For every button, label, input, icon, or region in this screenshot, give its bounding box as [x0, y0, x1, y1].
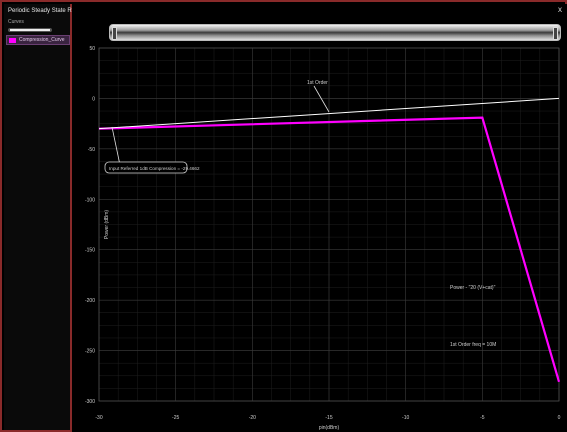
y-axis-label: Power (dBm)	[104, 210, 110, 240]
plot-frame	[98, 47, 560, 402]
x-tick-label: 0	[558, 415, 561, 421]
y-tick-label: -200	[85, 298, 95, 304]
x-tick-label: -25	[172, 415, 179, 421]
scrollbar-right-handle[interactable]	[553, 27, 558, 40]
y-tick-label: 50	[89, 46, 95, 52]
y-tick-label: 0	[92, 96, 95, 102]
order-freq-label: 1st Order freq = 10M	[450, 342, 496, 348]
first-order-label: 1st Order	[307, 80, 328, 86]
first-order-leader	[313, 85, 330, 113]
curves-panel: Periodic Steady State Response Curves Co…	[4, 4, 94, 430]
curve-color-swatch	[9, 37, 16, 43]
curve-list-item[interactable]: Compression_Curve	[6, 35, 70, 45]
y-tick-label: -50	[88, 147, 95, 153]
window-title: Periodic Steady State Response	[8, 8, 95, 14]
close-button[interactable]: x	[558, 5, 562, 14]
x-axis-label: pin(dBm)	[319, 425, 340, 431]
curve-slider[interactable]	[8, 28, 52, 32]
x-tick-label: -10	[402, 415, 409, 421]
scrollbar-left-handle[interactable]	[112, 27, 117, 40]
y-tick-label: -300	[85, 399, 95, 405]
x-tick-label: -15	[325, 415, 332, 421]
curves-label: Curves	[8, 19, 24, 25]
y-tick-label: -250	[85, 349, 95, 355]
compression-leader	[111, 126, 121, 166]
curve-name: Compression_Curve	[19, 37, 65, 43]
plot-area: x -30 -25 -20 -15 -10 -5 0 50 0 -50 -100 -150 -200 -2…	[72, 4, 567, 432]
x-tick-label: -30	[95, 415, 102, 421]
compression-annotation: Input Referred 1dB Compression = -29.466…	[109, 166, 200, 171]
x-tick-label: -20	[249, 415, 256, 421]
y-tick-label: -100	[85, 197, 95, 203]
power-chart: -30 -25 -20 -15 -10 -5 0500-50-100-150-200-250…	[85, 46, 561, 431]
compression-curve-line	[98, 116, 561, 383]
x-tick-label: -5	[480, 415, 485, 421]
x-range-scrollbar[interactable]	[109, 24, 561, 41]
first-order-line	[98, 97, 560, 130]
compression-annotation-box	[104, 161, 188, 174]
power-marker-label: Power - "20 (V+cat)"	[450, 285, 496, 291]
y-tick-label: -150	[85, 248, 95, 254]
